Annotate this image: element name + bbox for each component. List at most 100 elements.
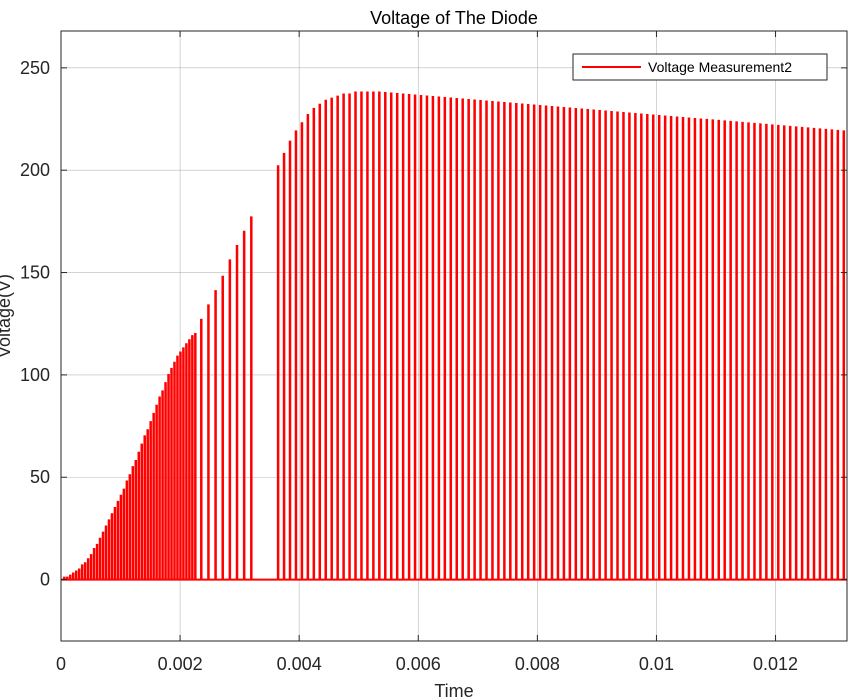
voltage-pulse	[389, 92, 393, 580]
voltage-pulse	[92, 547, 96, 580]
voltage-pulse	[360, 91, 363, 580]
x-tick-label: 0.002	[158, 654, 203, 674]
voltage-pulse	[140, 443, 143, 580]
voltage-pulse	[425, 95, 429, 580]
voltage-pulse	[221, 275, 224, 580]
y-tick-label: 200	[20, 160, 50, 180]
voltage-pulse	[77, 568, 81, 580]
x-tick-label: 0.006	[396, 654, 441, 674]
voltage-pulse	[681, 116, 685, 580]
voltage-pulse	[128, 474, 132, 580]
voltage-pulse	[191, 335, 194, 580]
voltage-pulse	[300, 122, 304, 580]
voltage-pulse	[503, 101, 506, 580]
voltage-pulse	[235, 245, 239, 580]
voltage-pulse	[443, 96, 447, 580]
voltage-pulse	[401, 93, 405, 580]
y-tick-label: 150	[20, 263, 50, 283]
voltage-pulse	[705, 118, 709, 580]
voltage-pulse	[556, 106, 560, 580]
voltage-pulse	[544, 105, 548, 580]
voltage-pulse	[669, 115, 673, 580]
voltage-pulse	[640, 113, 643, 580]
voltage-pulse	[276, 165, 280, 580]
voltage-pulse	[562, 106, 566, 580]
voltage-pulse	[158, 396, 161, 580]
voltage-pulse	[413, 94, 417, 580]
voltage-pulse	[122, 488, 126, 580]
voltage-pulse	[80, 564, 84, 580]
voltage-pulse	[550, 105, 554, 580]
voltage-pulse	[651, 114, 655, 580]
voltage-pulse	[711, 119, 715, 580]
voltage-pulse	[125, 480, 129, 580]
voltage-pulse	[753, 122, 756, 580]
voltage-pulse	[812, 127, 816, 580]
voltage-pulse	[729, 120, 732, 580]
voltage-pulse	[161, 390, 164, 580]
y-tick-label: 100	[20, 365, 50, 385]
voltage-pulse	[687, 117, 691, 580]
x-tick-label: 0	[56, 654, 66, 674]
voltage-pulse	[693, 117, 697, 580]
voltage-pulse	[622, 111, 625, 580]
voltage-pulse	[146, 429, 149, 580]
voltage-pulse	[788, 125, 792, 580]
voltage-pulse	[330, 97, 333, 580]
voltage-pulse	[782, 125, 786, 580]
y-tick-label: 0	[40, 570, 50, 590]
voltage-pulse	[657, 114, 661, 580]
voltage-pulse	[176, 355, 179, 580]
voltage-pulse	[167, 373, 170, 580]
voltage-pulse	[735, 121, 738, 580]
voltage-pulse	[419, 95, 423, 580]
voltage-pulse	[288, 140, 292, 580]
voltage-pulse	[479, 99, 482, 580]
voltage-pulse	[366, 91, 369, 580]
voltage-pulse	[538, 104, 542, 580]
x-tick-label: 0.004	[277, 654, 322, 674]
voltage-pulse	[646, 113, 649, 580]
voltage-pulse	[818, 128, 822, 580]
voltage-pulse	[95, 543, 99, 580]
voltage-pulse	[532, 104, 536, 580]
voltage-pulse	[74, 570, 78, 580]
voltage-pulse	[312, 107, 316, 580]
voltage-pulse	[580, 108, 584, 580]
voltage-pulse	[242, 230, 246, 580]
voltage-pulse	[214, 290, 217, 580]
voltage-pulse	[800, 126, 804, 580]
voltage-pulse	[431, 96, 435, 580]
voltage-pulse	[63, 576, 66, 580]
voltage-pulse	[89, 554, 93, 580]
voltage-pulse	[455, 97, 458, 580]
voltage-pulse	[200, 318, 203, 580]
voltage-pulse	[348, 93, 351, 580]
voltage-pulse	[794, 126, 798, 580]
voltage-pulse	[604, 110, 607, 580]
voltage-pulse	[616, 111, 619, 580]
grid	[60, 31, 847, 641]
voltage-pulse	[485, 100, 488, 580]
voltage-pulse	[143, 435, 146, 580]
voltage-pulse	[574, 107, 578, 580]
voltage-pulse	[110, 513, 114, 580]
voltage-pulse	[116, 500, 120, 580]
voltage-pulse	[194, 333, 197, 580]
voltage-pulse	[98, 537, 102, 580]
voltage-pulse	[407, 94, 411, 580]
chart-title: Voltage of The Diode	[370, 8, 538, 28]
axis-ticks: 0 0.002 0.004 0.006 0.008 0.01 0.012 0 50 100 150 2…	[20, 31, 847, 674]
voltage-pulse	[568, 107, 572, 580]
voltage-pulse	[842, 130, 846, 580]
voltage-pulse	[69, 574, 72, 580]
voltage-pulse	[717, 119, 720, 580]
voltage-pulse	[491, 100, 494, 580]
voltage-pulse	[324, 99, 327, 580]
voltage-pulse	[699, 118, 703, 580]
voltage-pulse	[113, 507, 117, 580]
voltage-pulse	[306, 114, 310, 580]
voltage-pulse	[228, 259, 232, 580]
voltage-pulse	[179, 351, 182, 580]
